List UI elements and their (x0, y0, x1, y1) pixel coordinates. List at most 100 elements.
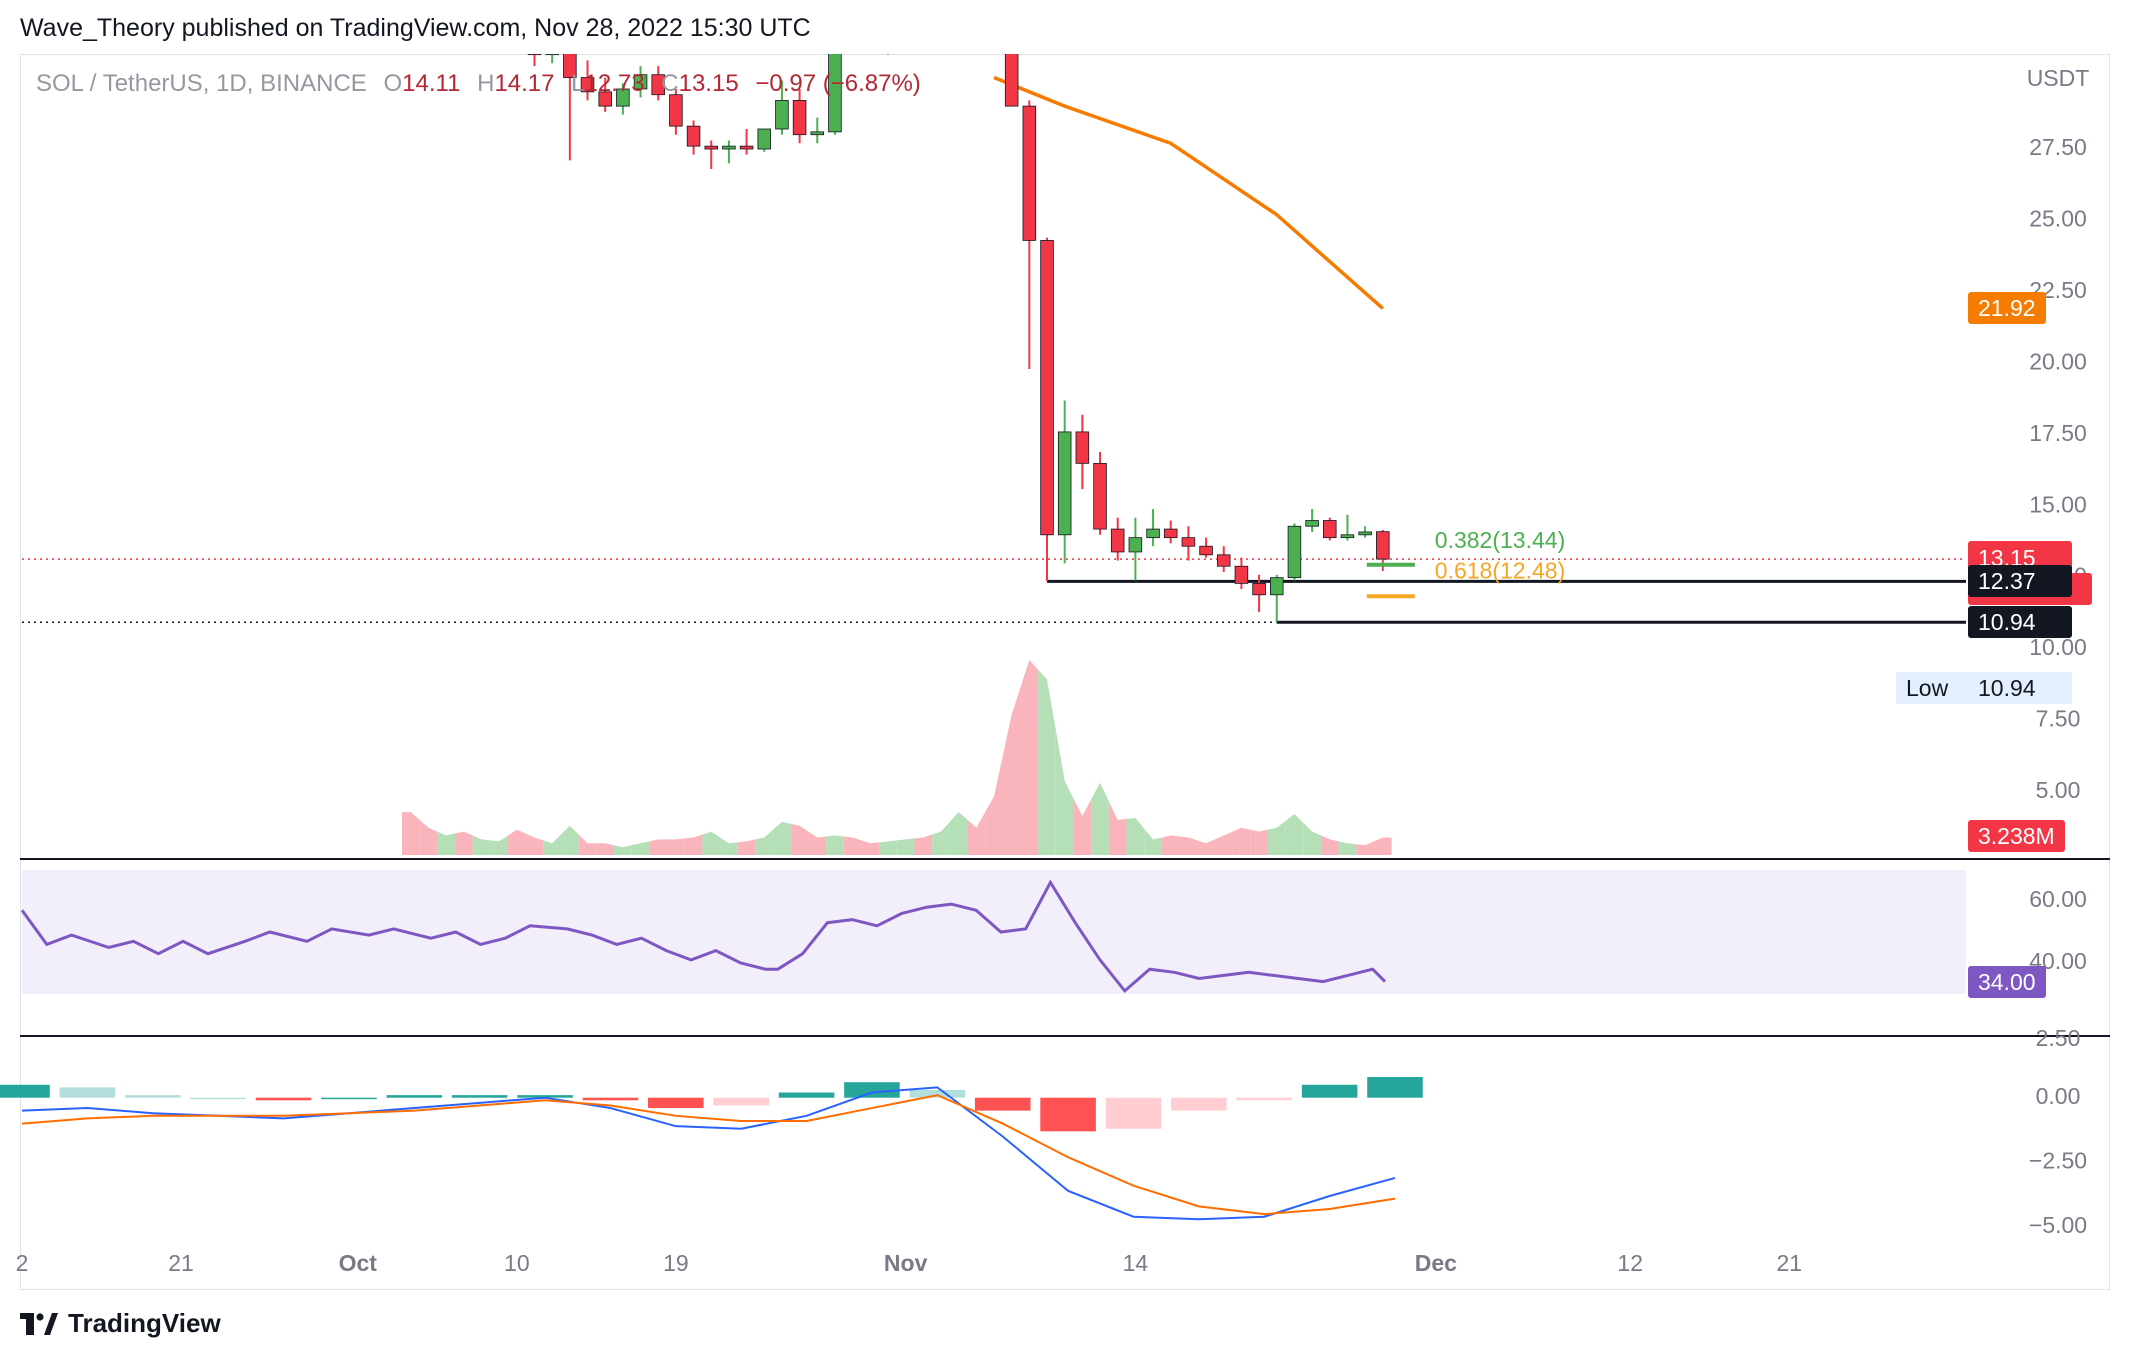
candle (1057, 400, 1072, 564)
candle-body (739, 145, 754, 150)
volume-bar (1038, 669, 1056, 855)
volume-bar (1303, 822, 1321, 855)
candle (510, 0, 523, 40)
date-tick: 21 (168, 1250, 194, 1276)
macd-histogram-bar (386, 1095, 443, 1098)
candle (1234, 557, 1249, 590)
candle-body (1163, 528, 1178, 539)
candle (651, 66, 665, 101)
volume-bar (1373, 837, 1392, 855)
volume-bar (808, 831, 827, 855)
fib-label: 0.618(12.48) (1435, 557, 1565, 583)
rsi-line (20, 879, 1387, 994)
candle (580, 60, 595, 101)
candle (475, 15, 488, 35)
signal-line (21, 1094, 1396, 1216)
candle-body (633, 74, 648, 90)
volume-bar (826, 835, 844, 855)
volume-bar (1020, 660, 1039, 855)
volume-bar (454, 831, 473, 855)
macd-histogram-bar (974, 1097, 1031, 1111)
candle-body (686, 125, 701, 147)
date-tick: 10 (504, 1250, 530, 1276)
open-label: O (383, 70, 403, 97)
date-tick: 19 (663, 1250, 689, 1276)
candle-body (1376, 531, 1390, 560)
price-pane[interactable]: 0.382(13.44) 0.618(12.48) (22, 0, 1966, 855)
fib-label: 0.382(13.44) (1435, 527, 1565, 553)
price-tick: 5.00 (2036, 777, 2081, 803)
candle-body (563, 54, 577, 78)
volume-bar (631, 841, 650, 855)
candle-body (1216, 554, 1231, 567)
volume-bar (543, 834, 562, 855)
candle (886, 54, 889, 55)
candle (1146, 509, 1160, 547)
volume-bar (896, 838, 915, 855)
macd-histogram-bar (1040, 1097, 1096, 1132)
price-tick: 17.50 (2029, 420, 2087, 446)
change-value: −0.97 (−6.87%) (755, 70, 921, 97)
date-tick: Nov (884, 1250, 928, 1276)
currency-label: USDT (2027, 65, 2090, 91)
candle (899, 3, 912, 37)
volume-bar (1267, 820, 1286, 855)
candle (988, 0, 1001, 12)
volume-tag: 3.238M (1968, 820, 2065, 852)
macd-histogram-bar (0, 1084, 50, 1098)
candle (422, 0, 435, 3)
volume-bar (879, 840, 897, 855)
brand-name: TradingView (68, 1308, 221, 1338)
candle-body (846, 26, 859, 35)
macd-histogram-bar (1171, 1097, 1227, 1111)
chart-canvas[interactable]: 0.382(13.44)0.618(12.48) USDT27.5025.002… (0, 0, 2132, 1300)
candle-body (457, 0, 470, 26)
candle (1110, 517, 1125, 561)
volume-bar (755, 829, 774, 855)
candle (1340, 514, 1355, 541)
macd-histogram-bar (255, 1097, 312, 1101)
candle-body (1252, 582, 1266, 596)
candle (1358, 526, 1372, 538)
candle-body (1093, 462, 1107, 530)
volume-bar (949, 812, 968, 855)
candle (864, 15, 877, 49)
volume-bar (773, 821, 791, 855)
candle (1252, 574, 1266, 612)
date-tick: Dec (1415, 1250, 1457, 1276)
candle-body (864, 35, 877, 41)
candle-body (1146, 528, 1160, 539)
candle (527, 54, 542, 67)
candle (935, 0, 948, 32)
volume-bar (720, 837, 738, 855)
volume-bar (1002, 687, 1021, 855)
macd-histogram-bar (582, 1097, 639, 1101)
candle-body (616, 88, 630, 107)
close-label: C (661, 70, 679, 97)
chart-frame (20, 54, 2110, 1290)
symbol-name[interactable]: SOL / TetherUS, 1D, BINANCE (36, 70, 367, 97)
volume-bar (1108, 801, 1127, 855)
candle-body (510, 3, 523, 32)
candle-body (1040, 240, 1054, 536)
candle-body (775, 100, 789, 130)
rsi-pane[interactable] (20, 858, 2110, 994)
high-label: H (477, 70, 495, 97)
candle-body (722, 145, 736, 150)
volume-bar (1250, 829, 1268, 855)
candle (704, 140, 718, 170)
candle (1163, 520, 1178, 544)
candle (669, 88, 683, 135)
volume-bar (561, 825, 579, 855)
candle (1181, 526, 1196, 561)
candle (1022, 100, 1037, 370)
candle-body (1287, 525, 1302, 579)
volume-bar (914, 834, 933, 855)
tradingview-logo[interactable]: TradingView (20, 1308, 221, 1339)
macd-pane[interactable] (0, 1035, 2110, 1221)
candle (1075, 414, 1090, 490)
candle (1216, 546, 1231, 572)
candle-body (669, 94, 683, 127)
macd-histogram-bar (713, 1097, 769, 1106)
support-tag: 12.37 (1968, 565, 2072, 598)
